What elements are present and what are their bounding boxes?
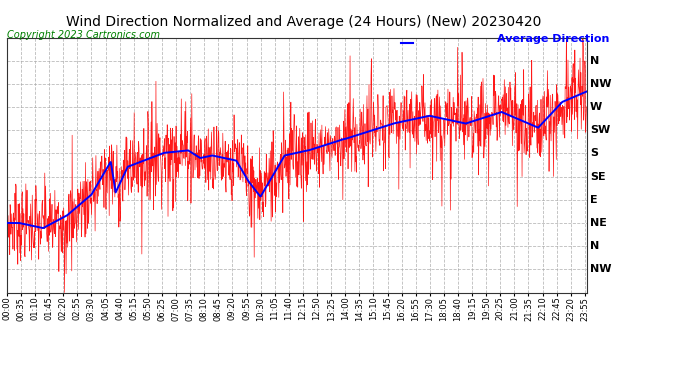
Text: E: E xyxy=(590,195,598,205)
Text: Copyright 2023 Cartronics.com: Copyright 2023 Cartronics.com xyxy=(7,30,160,40)
Text: NE: NE xyxy=(590,218,607,228)
Text: SE: SE xyxy=(590,172,606,182)
Text: SW: SW xyxy=(590,125,610,135)
Text: N: N xyxy=(590,56,599,66)
Text: S: S xyxy=(590,148,598,158)
Text: Average Direction: Average Direction xyxy=(497,34,609,44)
Text: N: N xyxy=(590,241,599,251)
Text: W: W xyxy=(590,102,602,112)
Text: NW: NW xyxy=(590,264,611,274)
Text: Wind Direction Normalized and Average (24 Hours) (New) 20230420: Wind Direction Normalized and Average (2… xyxy=(66,15,541,29)
Text: NW: NW xyxy=(590,79,611,89)
